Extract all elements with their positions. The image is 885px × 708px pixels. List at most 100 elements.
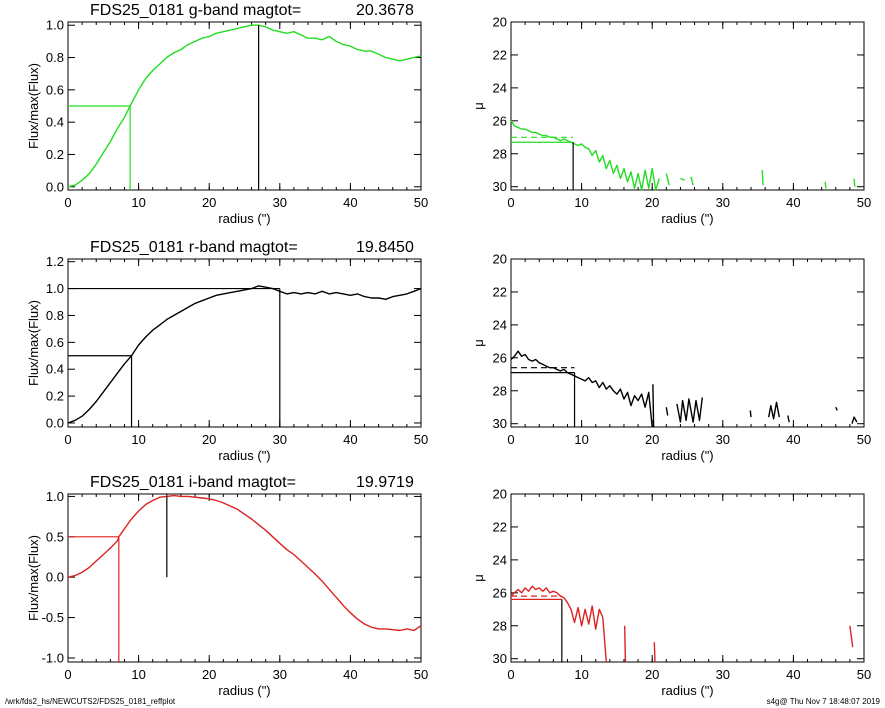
- x-axis-label: radius ("): [218, 683, 270, 698]
- series-line-6: [853, 178, 856, 187]
- x-tick-label: 0: [507, 667, 514, 682]
- x-axis-label: radius ("): [661, 448, 713, 463]
- r-flux-panel: 0 10 20 30 40 50 0.0 0.2 0.4 0.6 0.8 1.0 1.2 radius (…: [26, 239, 428, 463]
- series-line-0: [510, 585, 607, 663]
- x-tick-label: 50: [414, 195, 428, 210]
- y-tick-label: 0.8: [46, 50, 64, 65]
- y-tick-label: 1.0: [46, 281, 64, 296]
- x-tick-label: 0: [64, 432, 71, 447]
- y-tick-label: 1.0: [46, 18, 64, 33]
- i-mu-frame: [510, 493, 865, 663]
- x-tick-label: 10: [131, 195, 145, 210]
- i-flux-frame: [67, 493, 422, 663]
- series-line-0: [67, 494, 422, 632]
- footer-filepath: /wrk/fds2_hs/NEWCUTS2/FDS25_0181_reffplo…: [5, 697, 176, 706]
- series-line-1: [652, 384, 655, 428]
- y-tick-label: 0.6: [46, 82, 64, 97]
- chart-title: FDS25_0181 r-band magtot=: [90, 239, 298, 256]
- x-tick-label: 50: [857, 195, 871, 210]
- x-tick-label: 10: [574, 432, 588, 447]
- x-axis-label: radius ("): [661, 683, 713, 698]
- series-line-2: [680, 177, 685, 181]
- chart-title: FDS25_0181 i-band magtot=: [90, 474, 296, 491]
- x-tick-label: 0: [64, 195, 71, 210]
- y-tick-label: 0.0: [46, 570, 64, 585]
- x-tick-label: 40: [786, 195, 800, 210]
- y-tick-label: 0.2: [46, 147, 64, 162]
- y-tick-label: 1.0: [46, 489, 64, 504]
- x-tick-label: 0: [507, 432, 514, 447]
- x-tick-label: 10: [131, 432, 145, 447]
- y-axis-label: Flux/max(Flux): [26, 300, 41, 386]
- x-tick-label: 20: [645, 195, 659, 210]
- x-axis-label: radius ("): [218, 448, 270, 463]
- y-tick-label: 28: [493, 383, 507, 398]
- x-tick-label: 10: [131, 667, 145, 682]
- y-tick-label: 0.8: [46, 308, 64, 323]
- x-tick-label: 40: [343, 432, 357, 447]
- y-tick-label: 20: [493, 15, 507, 30]
- x-tick-label: 0: [507, 195, 514, 210]
- y-axis-label: μ: [471, 339, 486, 347]
- series-line-2: [653, 642, 656, 663]
- x-tick-label: 20: [202, 432, 216, 447]
- x-tick-label: 30: [273, 195, 287, 210]
- chart-title-value: 19.8450: [356, 239, 414, 256]
- series-line-4: [761, 170, 764, 186]
- y-axis-label: μ: [471, 574, 486, 582]
- y-tick-label: 24: [493, 317, 507, 332]
- series-line-1: [665, 173, 670, 186]
- x-tick-label: 50: [414, 667, 428, 682]
- y-tick-label: 30: [493, 179, 507, 194]
- x-tick-label: 30: [273, 432, 287, 447]
- y-tick-label: 0.4: [46, 115, 64, 130]
- y-axis-label: Flux/max(Flux): [26, 535, 41, 621]
- x-tick-label: 10: [574, 195, 588, 210]
- series-line-3: [676, 397, 703, 423]
- y-axis-label: Flux/max(Flux): [26, 63, 41, 149]
- series-line-0: [67, 285, 422, 424]
- series-line-1: [624, 625, 627, 663]
- series-line-6: [787, 415, 790, 423]
- y-tick-label: -1.0: [42, 650, 64, 665]
- x-tick-label: 30: [273, 667, 287, 682]
- y-tick-label: 28: [493, 618, 507, 633]
- chart-title-value: 19.9719: [356, 474, 414, 491]
- x-tick-label: 0: [64, 667, 71, 682]
- x-axis-label: radius ("): [661, 211, 713, 226]
- x-tick-label: 20: [202, 667, 216, 682]
- y-axis-label: μ: [471, 102, 486, 110]
- x-axis-label: radius ("): [218, 211, 270, 226]
- x-tick-label: 40: [343, 667, 357, 682]
- y-tick-label: 22: [493, 284, 507, 299]
- y-tick-label: 22: [493, 47, 507, 62]
- y-tick-label: 20: [493, 252, 507, 267]
- series-line-5: [824, 181, 827, 189]
- x-tick-label: 30: [716, 432, 730, 447]
- y-tick-label: 28: [493, 146, 507, 161]
- y-tick-label: 26: [493, 350, 507, 365]
- y-tick-label: 30: [493, 651, 507, 666]
- y-tick-label: 24: [493, 80, 507, 95]
- x-tick-label: 10: [574, 667, 588, 682]
- x-tick-label: 50: [414, 432, 428, 447]
- series-line-0: [510, 120, 660, 191]
- x-tick-label: 20: [645, 667, 659, 682]
- x-tick-label: 50: [857, 667, 871, 682]
- g-flux-panel: 0 10 20 30 40 50 0.0 0.2 0.4 0.6 0.8 1.0 radius (") F…: [26, 2, 428, 226]
- y-tick-label: 0.4: [46, 362, 64, 377]
- footer-timestamp: s4g@ Thu Nov 7 18:48:07 2019: [766, 697, 880, 706]
- y-tick-label: 30: [493, 416, 507, 431]
- y-tick-label: -0.5: [42, 610, 64, 625]
- x-tick-label: 40: [786, 432, 800, 447]
- x-tick-label: 40: [786, 667, 800, 682]
- y-tick-label: 0.0: [46, 179, 64, 194]
- y-tick-label: 0.2: [46, 389, 64, 404]
- series-line-7: [835, 406, 838, 411]
- x-tick-label: 50: [857, 432, 871, 447]
- y-tick-label: 22: [493, 519, 507, 534]
- series-line-3: [690, 176, 694, 186]
